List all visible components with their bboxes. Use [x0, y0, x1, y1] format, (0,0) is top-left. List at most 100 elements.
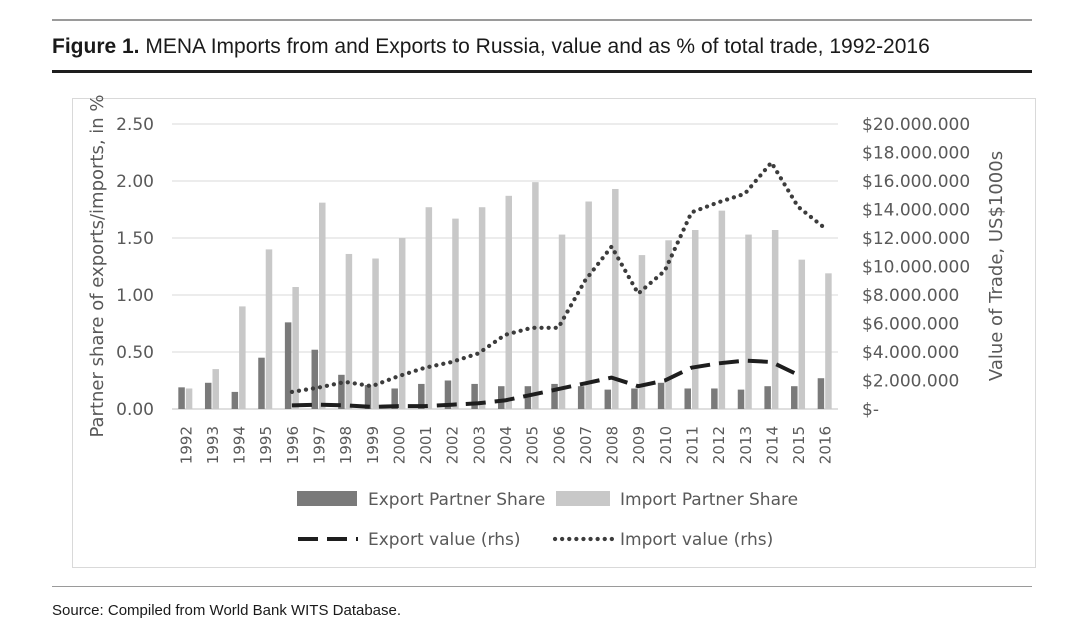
- legend-label-export-value: Export value (rhs): [368, 530, 520, 550]
- bar-export-share: [284, 322, 292, 409]
- bar-import-share: [558, 234, 566, 409]
- y-right-tick-label: $6.000.000: [862, 315, 959, 335]
- y-left-tick-label: 0.00: [116, 400, 154, 420]
- bar-import-share: [345, 253, 353, 409]
- y-left-tick-label: 0.50: [116, 343, 154, 363]
- bar-export-share: [178, 387, 185, 409]
- bar-export-share: [604, 389, 612, 409]
- bar-import-share: [585, 201, 592, 409]
- bar-export-share: [577, 386, 585, 409]
- bar-export-share: [258, 357, 265, 409]
- bar-import-share: [771, 230, 779, 409]
- bar-export-share: [684, 388, 691, 409]
- y-right-axis-title: Value of Trade, US$1000s: [986, 151, 1007, 381]
- source-note: Source: Compiled from World Bank WITS Da…: [52, 602, 402, 619]
- bar-import-share: [265, 249, 273, 409]
- y-left-tick-label: 1.50: [116, 229, 154, 249]
- bar-import-share: [612, 188, 619, 409]
- bar-import-share: [665, 240, 672, 409]
- bar-export-share: [338, 374, 345, 409]
- figure-title: Figure 1. MENA Imports from and Exports …: [52, 34, 1037, 60]
- x-tick-label: 1997: [311, 426, 329, 464]
- y-right-tick-label: $20.000.000: [862, 115, 970, 135]
- bar-import-share: [292, 287, 299, 409]
- bar-import-share: [185, 388, 193, 409]
- figure-label: Figure 1.: [52, 35, 140, 58]
- bar-import-share: [425, 207, 433, 409]
- x-tick-label: 2005: [524, 426, 542, 464]
- legend-swatch-import-share: [556, 491, 610, 506]
- x-tick-label: 2016: [817, 426, 835, 464]
- bar-export-share: [364, 385, 372, 409]
- bar-export-share: [791, 386, 798, 409]
- x-tick-label: 1995: [257, 426, 275, 464]
- y-right-tick-label: $12.000.000: [862, 229, 970, 249]
- x-tick-label: 2000: [390, 426, 408, 464]
- bar-import-share: [798, 259, 806, 409]
- bar-export-share: [631, 388, 638, 409]
- x-tick-label: 2009: [630, 426, 648, 464]
- y-right-tick-label: $18.000.000: [862, 144, 970, 164]
- bar-import-share: [745, 234, 752, 409]
- bar-import-share: [532, 182, 539, 409]
- bar-export-share: [231, 391, 239, 409]
- y-right-tick-label: $4.000.000: [862, 343, 959, 363]
- x-tick-label: 2011: [683, 426, 701, 464]
- bar-import-share: [478, 207, 486, 409]
- bottom-rule: [52, 586, 1032, 587]
- title-rule: [52, 70, 1032, 73]
- bar-export-share: [551, 383, 558, 409]
- x-tick-label: 2002: [444, 426, 462, 464]
- bar-import-share: [505, 195, 512, 409]
- x-tick-label: 2014: [763, 426, 781, 464]
- bar-export-share: [204, 382, 212, 409]
- bar-export-share: [817, 378, 825, 409]
- bar-import-share: [825, 273, 832, 409]
- x-tick-label: 2012: [710, 426, 728, 464]
- y-right-tick-label: $-: [862, 400, 879, 420]
- x-tick-label: 2008: [604, 426, 622, 464]
- y-left-tick-label: 2.00: [116, 172, 154, 192]
- bar-export-share: [444, 380, 452, 409]
- bar-import-share: [452, 218, 459, 409]
- x-tick-label: 2015: [790, 426, 808, 464]
- top-rule: [52, 19, 1032, 21]
- y-right-tick-label: $2.000.000: [862, 372, 959, 392]
- x-tick-label: 2001: [417, 426, 435, 464]
- x-tick-label: 2013: [737, 426, 755, 464]
- x-tick-label: 2007: [577, 426, 595, 464]
- x-tick-label: 1994: [231, 426, 249, 464]
- x-tick-label: 2006: [550, 426, 568, 464]
- x-tick-label: 1993: [204, 426, 222, 464]
- x-tick-label: 2003: [470, 426, 488, 464]
- figure-title-text: MENA Imports from and Exports to Russia,…: [145, 35, 930, 58]
- y-left-tick-label: 1.00: [116, 286, 154, 306]
- y-left-axis-title: Partner share of exports/imports, in %: [87, 94, 108, 437]
- legend-label-export-share: Export Partner Share: [368, 490, 545, 510]
- x-tick-label: 2010: [657, 426, 675, 464]
- bar-export-share: [391, 388, 398, 409]
- y-right-tick-label: $8.000.000: [862, 286, 959, 306]
- bar-import-share: [638, 255, 646, 409]
- bar-export-share: [418, 383, 425, 409]
- bar-export-share: [471, 383, 478, 409]
- y-left-tick-label: 2.50: [116, 115, 154, 135]
- bar-import-share: [212, 369, 219, 409]
- chart-frame: [72, 98, 1036, 568]
- bar-import-share: [319, 202, 326, 409]
- bar-import-share: [398, 238, 406, 409]
- legend-label-import-value: Import value (rhs): [620, 530, 773, 550]
- x-tick-label: 1996: [284, 426, 302, 464]
- legend-swatch-export-share: [297, 491, 357, 506]
- bar-export-share: [657, 382, 665, 409]
- bar-export-share: [764, 386, 771, 409]
- line-import-value: [289, 160, 827, 394]
- x-tick-label: 1998: [337, 426, 355, 464]
- bar-export-share: [711, 388, 718, 409]
- x-tick-label: 1992: [177, 426, 195, 464]
- bar-export-share: [311, 349, 319, 409]
- bar-import-share: [718, 210, 726, 409]
- bar-export-share: [737, 389, 745, 409]
- bar-import-share: [372, 258, 379, 409]
